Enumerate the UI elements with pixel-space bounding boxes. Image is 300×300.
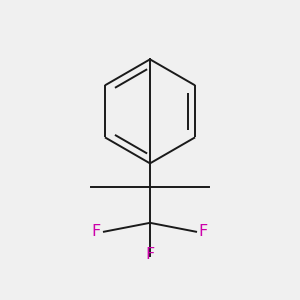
Text: F: F (92, 224, 101, 239)
Text: F: F (199, 224, 208, 239)
Text: F: F (146, 247, 154, 262)
